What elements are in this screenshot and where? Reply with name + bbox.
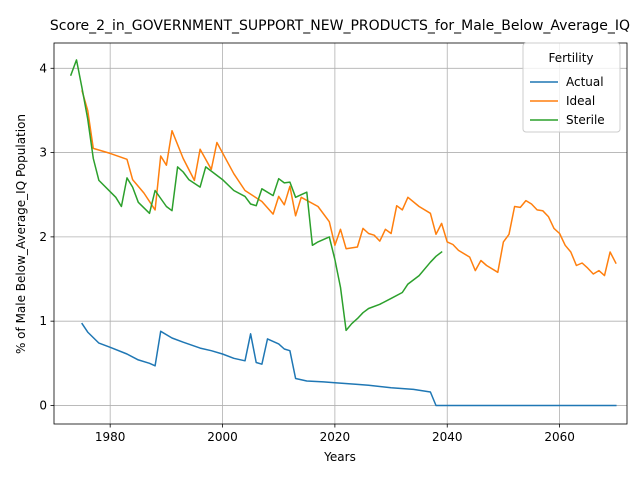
legend-label: Ideal	[566, 94, 595, 108]
series-line-actual	[81, 322, 617, 407]
legend-label: Sterile	[566, 113, 605, 127]
y-tick-label: 1	[39, 314, 47, 328]
legend-label: Actual	[566, 75, 604, 89]
y-tick-label: 2	[39, 230, 47, 244]
legend-items: Actual Ideal Sterile	[530, 75, 605, 127]
plot-frame	[53, 42, 628, 425]
tick-group: 1980 2000 2020 2040 2060 0 1 2 3 4	[39, 61, 575, 444]
y-tick-label: 0	[39, 398, 47, 412]
chart-title: Score_2_in_GOVERNMENT_SUPPORT_NEW_PRODUC…	[50, 18, 630, 34]
y-tick-label: 4	[39, 61, 47, 75]
legend-title: Fertility	[548, 51, 593, 65]
series-line-ideal	[81, 90, 617, 277]
x-tick-label: 1980	[95, 430, 126, 444]
y-axis-label: % of Male Below_Average_IQ Population	[14, 114, 28, 354]
x-tick-label: 2040	[432, 430, 463, 444]
series-line-sterile	[69, 59, 443, 332]
legend: Fertility Actual Ideal Sterile	[522, 42, 621, 133]
x-tick-label: 2060	[544, 430, 575, 444]
x-tick-label: 2020	[320, 430, 351, 444]
series-group	[69, 59, 617, 407]
x-tick-label: 2000	[207, 430, 238, 444]
y-tick-label: 3	[39, 146, 47, 160]
legend-box	[522, 42, 621, 133]
x-axis-label: Years	[323, 450, 356, 464]
